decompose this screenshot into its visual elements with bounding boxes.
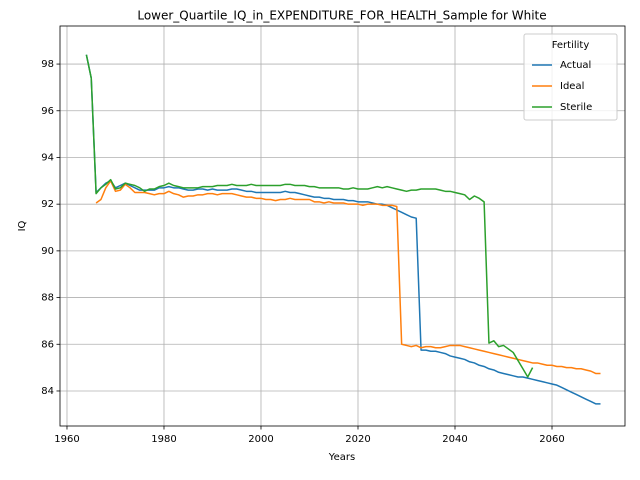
- x-tick-label: 2020: [345, 434, 370, 445]
- x-axis-label: Years: [328, 452, 355, 463]
- y-tick-label: 90: [41, 246, 54, 257]
- y-tick-label: 98: [41, 59, 54, 70]
- y-tick-label: 94: [41, 152, 54, 163]
- x-tick-label: 1960: [54, 434, 79, 445]
- plot-frame: [59, 25, 626, 427]
- x-tick-label: 2060: [539, 434, 564, 445]
- x-tick-label: 2040: [442, 434, 467, 445]
- line-series: [85, 54, 534, 378]
- legend-title: Fertility: [552, 40, 590, 51]
- legend: Fertility Actual Ideal Sterile: [523, 33, 618, 121]
- y-tick-label: 96: [41, 106, 54, 117]
- x-tick-label: 1980: [151, 434, 176, 445]
- y-tick-label: 92: [41, 199, 54, 210]
- x-tick-label: 2000: [248, 434, 273, 445]
- y-axis-label: IQ: [17, 220, 28, 231]
- line-series: [85, 54, 601, 405]
- y-tick-label: 84: [41, 386, 54, 397]
- legend-label: Actual: [560, 60, 591, 71]
- y-tick-label: 86: [41, 339, 54, 350]
- legend-box: [523, 33, 618, 121]
- y-tick-label: 88: [41, 293, 54, 304]
- legend-label: Sterile: [560, 102, 592, 113]
- chart-title: Lower_Quartile_IQ_in_EXPENDITURE_FOR_HEA…: [137, 9, 546, 23]
- legend-label: Ideal: [560, 81, 584, 92]
